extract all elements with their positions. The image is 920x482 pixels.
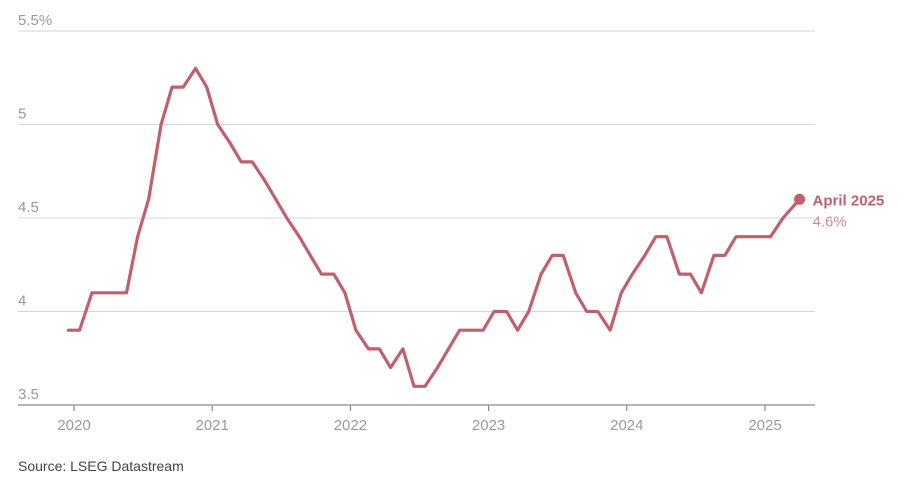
end-annotation-label: April 2025 bbox=[813, 192, 885, 209]
end-point-marker bbox=[794, 193, 806, 205]
series-line bbox=[66, 66, 802, 388]
x-tick-label: 2022 bbox=[334, 417, 367, 434]
gridlines bbox=[18, 30, 815, 312]
x-tick-label: 2023 bbox=[472, 417, 505, 434]
y-tick-label: 3.5 bbox=[18, 386, 39, 403]
end-annotation-value: 4.6% bbox=[813, 213, 847, 230]
x-tick-label: 2024 bbox=[610, 417, 643, 434]
y-tick-label: 5.5% bbox=[18, 12, 52, 29]
x-tick-label: 2020 bbox=[57, 417, 90, 434]
y-tick-label: 4 bbox=[18, 293, 26, 310]
y-tick-label: 4.5 bbox=[18, 199, 39, 216]
x-tick-label: 2025 bbox=[748, 417, 781, 434]
y-tick-label: 5 bbox=[18, 106, 26, 123]
source-note: Source: LSEG Datastream bbox=[18, 458, 184, 474]
y-axis-ticks: 5.5% 5 4.5 4 3.5 bbox=[18, 12, 52, 403]
x-axis-ticks: 2020 2021 2022 2023 2024 2025 bbox=[57, 405, 782, 434]
x-tick-label: 2021 bbox=[196, 417, 229, 434]
